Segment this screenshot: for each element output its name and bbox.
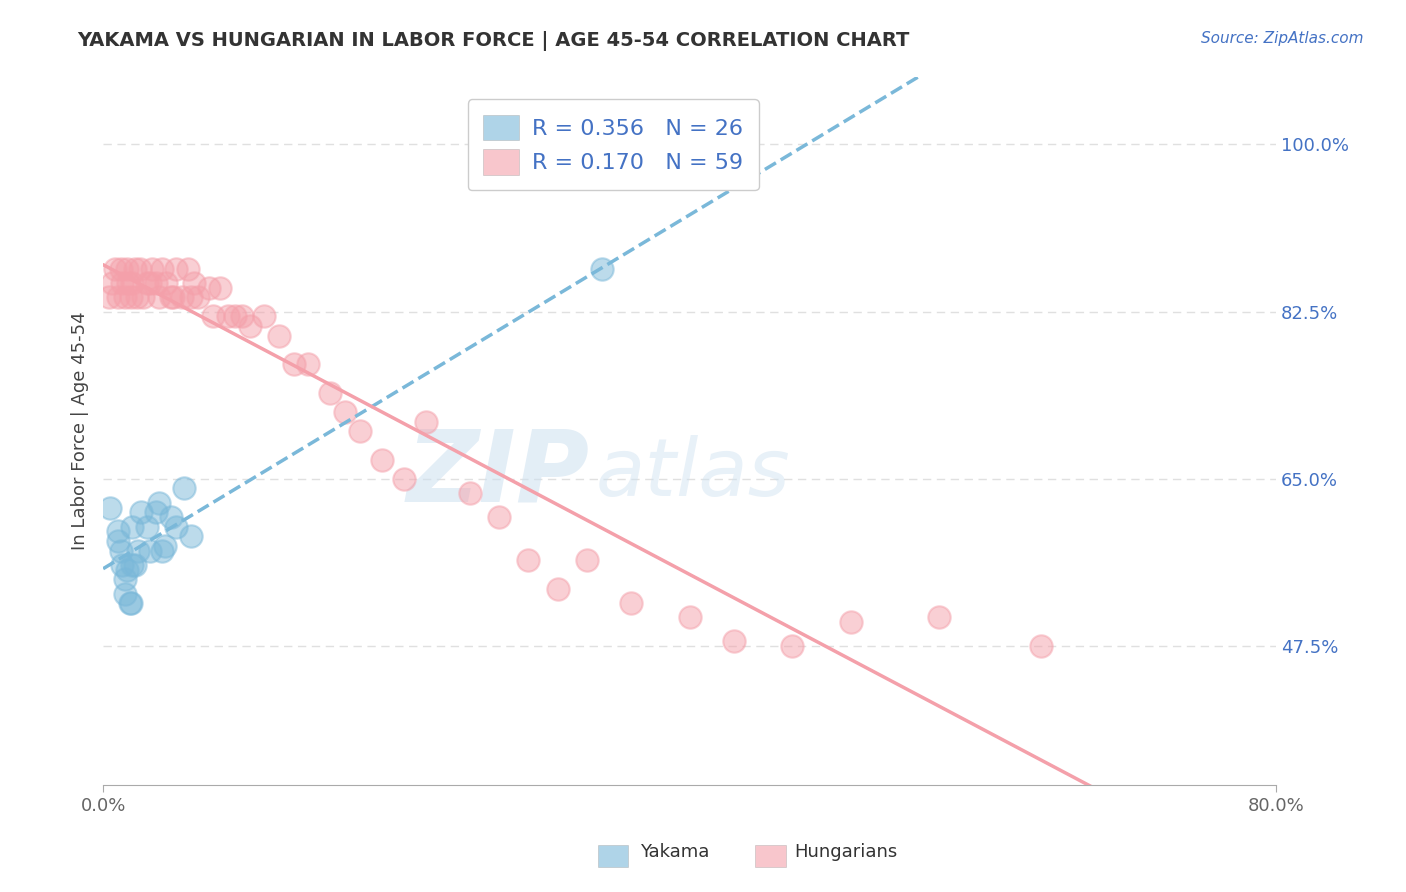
Point [1031,639,1053,653]
Point [110,543,132,558]
Text: ZIP: ZIP [406,425,591,522]
Text: Source: ZipAtlas.com: Source: ZipAtlas.com [1201,31,1364,46]
Point [267,328,290,343]
Point [115,563,138,577]
Point [370,452,392,467]
Point [107,524,129,539]
Point [107,290,129,304]
Point [547,582,569,596]
Point [117,276,139,290]
Point [333,405,356,419]
Point [118,596,141,610]
Point [197,281,219,295]
Point [575,553,598,567]
Point [124,558,146,572]
Point [115,261,138,276]
Point [162,290,184,304]
Point [224,310,246,324]
Point [129,505,152,519]
Point [392,472,415,486]
Point [177,261,200,276]
Point [165,519,187,533]
Point [114,586,136,600]
Point [780,639,803,653]
Point [159,290,181,304]
Point [121,276,143,290]
Point [104,261,127,276]
Point [297,357,319,371]
Point [415,415,437,429]
Point [101,276,124,290]
Point [139,276,162,290]
Text: Yakama: Yakama [640,843,709,861]
Point [180,529,202,543]
Point [148,290,170,304]
Point [283,357,305,371]
Point [239,318,262,333]
Point [183,276,205,290]
Text: YAKAMA VS HUNGARIAN IN LABOR FORCE | AGE 45-54 CORRELATION CHART: YAKAMA VS HUNGARIAN IN LABOR FORCE | AGE… [77,31,910,51]
Point [136,276,159,290]
Point [141,261,163,276]
Point [155,276,177,290]
Point [98,290,121,304]
Legend: R = 0.356   N = 26, R = 0.170   N = 59: R = 0.356 N = 26, R = 0.170 N = 59 [468,99,759,191]
Text: Hungarians: Hungarians [794,843,897,861]
Point [591,261,613,276]
Point [180,290,202,304]
Point [159,510,181,524]
Point [723,634,745,648]
Point [253,310,276,324]
Point [124,261,146,276]
Point [111,276,134,290]
Point [148,496,170,510]
Point [100,500,122,515]
Point [928,610,950,624]
Point [145,276,167,290]
Point [150,543,173,558]
Point [209,281,232,295]
Point [110,261,132,276]
Point [114,290,136,304]
Point [349,424,371,438]
Point [517,553,540,567]
Point [121,558,143,572]
Point [678,610,700,624]
Point [145,505,167,519]
Point [173,482,195,496]
Point [121,519,143,533]
Point [136,519,159,533]
Point [120,290,142,304]
Point [839,615,862,630]
Point [172,290,194,304]
Point [231,310,253,324]
Point [114,572,136,586]
Point [111,558,134,572]
Point [139,543,162,558]
Point [620,596,643,610]
Point [319,385,342,400]
Point [165,261,187,276]
Point [187,290,209,304]
Point [125,290,148,304]
Point [107,534,129,549]
Point [488,510,510,524]
Point [217,310,239,324]
Point [120,596,142,610]
Y-axis label: In Labor Force | Age 45-54: In Labor Force | Age 45-54 [72,312,89,550]
Point [458,486,481,500]
Point [132,290,155,304]
Point [202,310,225,324]
Point [150,261,173,276]
Point [153,539,176,553]
Point [128,261,150,276]
Text: atlas: atlas [596,434,790,513]
Point [127,543,149,558]
